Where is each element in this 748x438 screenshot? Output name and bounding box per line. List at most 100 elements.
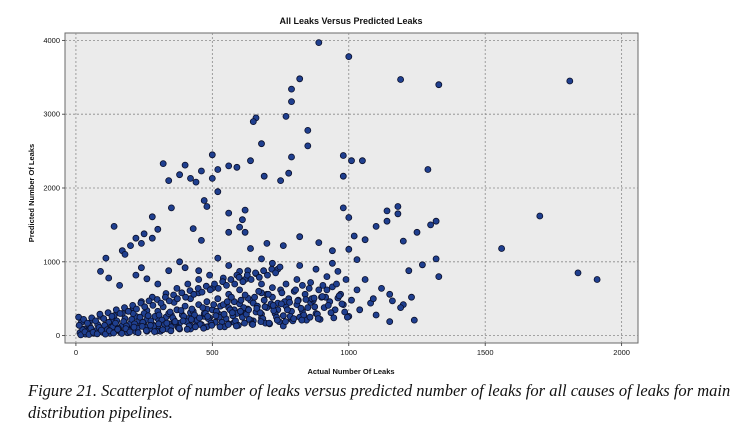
data-point [195, 276, 203, 283]
data-point [298, 316, 306, 324]
data-point [279, 312, 287, 320]
data-point [343, 313, 351, 321]
data-point [75, 321, 83, 329]
data-point [173, 284, 181, 292]
y-tick-label: 0 [56, 331, 60, 340]
data-point [165, 177, 173, 185]
data-point [214, 188, 222, 196]
y-tick-label: 2000 [43, 184, 60, 193]
data-point [179, 317, 187, 325]
data-point [241, 319, 248, 327]
data-point [84, 319, 91, 327]
data-point [566, 77, 574, 85]
data-point [214, 284, 222, 292]
data-point [225, 262, 233, 269]
data-point [282, 318, 289, 326]
data-point [256, 309, 264, 317]
axis-ticks: 0 500 1000 1500 2000 0 1000 2000 3000 4000 [43, 36, 630, 357]
data-point [394, 203, 402, 210]
data-point [383, 207, 391, 215]
data-point [208, 321, 216, 329]
data-point [339, 152, 347, 159]
data-point [236, 223, 244, 231]
data-point [132, 271, 140, 279]
data-point [167, 327, 175, 335]
data-point [132, 234, 140, 242]
data-point [432, 217, 440, 225]
data-point [116, 310, 124, 317]
data-point [369, 295, 377, 303]
data-point [311, 303, 319, 311]
data-point [318, 293, 326, 300]
data-point [304, 126, 312, 134]
data-point [133, 305, 140, 313]
x-tick-label: 500 [206, 348, 219, 357]
data-point [273, 316, 281, 324]
data-point [155, 311, 163, 319]
data-point [228, 309, 236, 317]
data-point [126, 328, 134, 336]
data-point [236, 286, 244, 294]
data-point [328, 247, 336, 255]
data-point [214, 295, 222, 303]
data-point [214, 166, 222, 173]
data-point [192, 178, 200, 186]
data-point [227, 293, 235, 301]
data-point [252, 269, 259, 277]
data-point [102, 254, 110, 262]
data-point [232, 322, 240, 330]
data-point [386, 290, 394, 298]
data-point [264, 290, 272, 298]
data-point [258, 140, 265, 148]
data-point [276, 263, 284, 271]
data-point [154, 280, 162, 288]
data-point [235, 273, 243, 281]
x-tick-label: 1000 [340, 348, 357, 357]
figure-caption: Figure 21. Scatterplot of number of leak… [28, 381, 731, 422]
data-point [261, 303, 269, 311]
data-point [231, 280, 239, 288]
data-point [341, 308, 349, 316]
data-point [361, 276, 369, 283]
data-point [188, 305, 196, 313]
data-point [148, 213, 156, 221]
data-point [268, 259, 276, 267]
data-point [310, 294, 318, 302]
data-point [171, 318, 179, 326]
data-point [435, 81, 443, 89]
data-point [191, 323, 199, 331]
data-point [338, 300, 346, 308]
data-point [203, 203, 211, 210]
data-point [247, 276, 255, 283]
data-point [237, 296, 245, 304]
data-point [435, 273, 443, 281]
data-point [196, 314, 203, 322]
data-point [397, 304, 405, 312]
data-point [110, 329, 117, 337]
data-point [198, 288, 206, 296]
data-point [143, 275, 151, 283]
data-point [144, 312, 152, 320]
data-point [278, 289, 286, 297]
data-point [247, 245, 254, 252]
data-point [277, 300, 285, 308]
data-point [397, 76, 405, 83]
data-point [176, 258, 184, 266]
data-point [297, 304, 305, 312]
x-axis-label: Actual Number Of Leaks [307, 367, 394, 376]
data-point [263, 239, 271, 247]
data-point [345, 214, 353, 221]
y-tick-label: 4000 [43, 36, 60, 45]
data-point [121, 250, 129, 258]
data-point [339, 204, 347, 212]
data-point [249, 321, 257, 328]
data-point [208, 174, 216, 182]
data-point [225, 162, 233, 170]
data-point [154, 225, 162, 233]
data-point [260, 296, 268, 304]
data-point [173, 295, 181, 303]
data-point [114, 325, 122, 333]
data-point [187, 174, 194, 182]
data-point [224, 321, 232, 328]
data-point [223, 298, 231, 306]
